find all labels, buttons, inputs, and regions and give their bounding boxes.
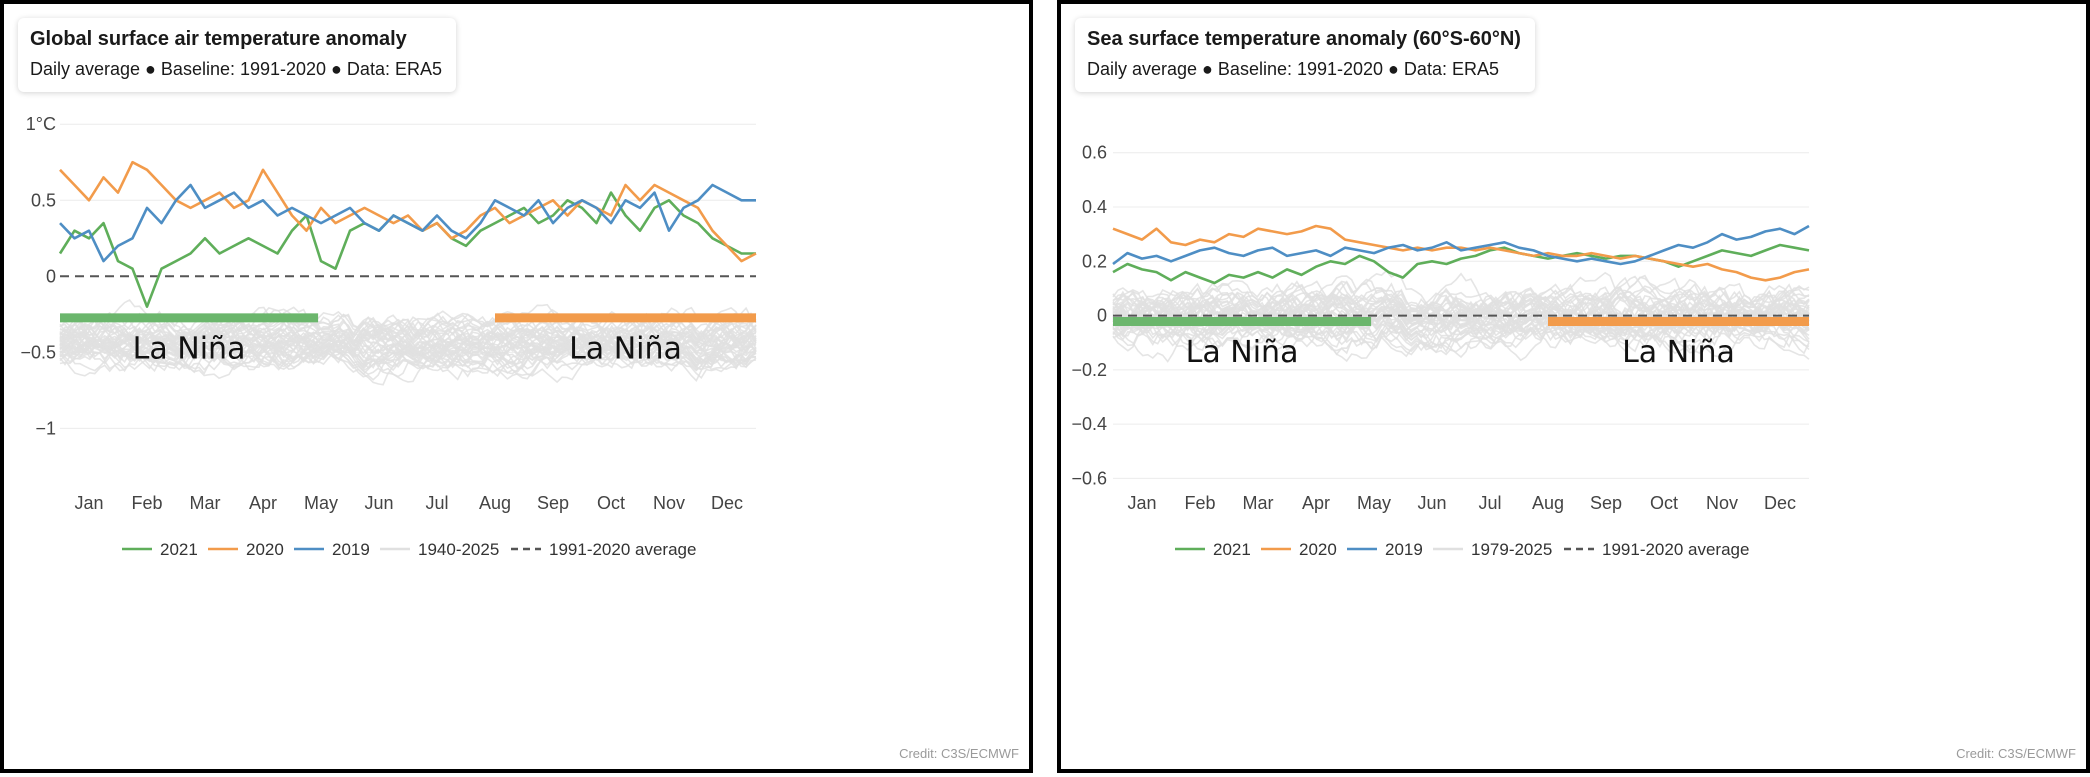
y-tick-label: 0 [1097, 306, 1107, 326]
x-tick-label: Aug [479, 493, 511, 513]
la-nina-label: La Niña [569, 331, 682, 366]
series-line-2021 [58, 191, 756, 309]
x-tick-label: Sep [1590, 493, 1622, 513]
background-year-line [1112, 279, 1810, 321]
x-tick-label: Apr [1302, 493, 1330, 513]
x-tick-label: Dec [1764, 493, 1796, 513]
x-tick-label: Jun [364, 493, 393, 513]
x-tick-label: May [1357, 493, 1391, 513]
la-nina-label: La Niña [1186, 335, 1299, 370]
x-tick-label: Nov [653, 493, 685, 513]
y-tick-label: −0.4 [1071, 414, 1107, 434]
y-tick-label: 0.2 [1082, 251, 1107, 271]
credit-text[interactable]: Credit: C3S/ECMWF [1956, 746, 2076, 761]
la-nina-bar [60, 313, 319, 323]
sea-surface-panel: −0.6 −0.4 −0.2 0 0.2 0.4 0.6 La Niña La Niña Jan F… [1057, 0, 2090, 773]
background-year-line [59, 313, 757, 354]
legend-label: 2019 [1385, 540, 1423, 559]
la-nina-bar [1548, 317, 1809, 326]
x-tick-label: Feb [131, 493, 162, 513]
background-year-line [59, 303, 757, 345]
legend-label: 2020 [246, 540, 284, 559]
series-line-2021 [1112, 243, 1810, 285]
x-tick-label: Apr [249, 493, 277, 513]
x-tick-label: Sep [537, 493, 569, 513]
series-line-2020 [1112, 224, 1810, 282]
legend-label: 2021 [1213, 540, 1251, 559]
x-tick-label: Aug [1532, 493, 1564, 513]
credit-text[interactable]: Credit: C3S/ECMWF [899, 746, 1019, 761]
air-temperature-chart: −1 −0.5 0 0.5 1°C La Niña La Niña Jan Feb Mar Apr M… [20, 114, 757, 559]
background-year-line [59, 298, 757, 347]
la-nina-label: La Niña [1622, 335, 1735, 370]
x-tick-label: Nov [1706, 493, 1738, 513]
background-year-line [1112, 285, 1810, 327]
legend-label: 1991-2020 average [1602, 540, 1749, 559]
legend-label: 1940-2025 [418, 540, 499, 559]
x-tick-label: Jan [1127, 493, 1156, 513]
legend-label: 1979-2025 [1471, 540, 1552, 559]
chart-title: Sea surface temperature anomaly (60°S-60… [1087, 28, 1521, 50]
background-year-line [1112, 275, 1810, 322]
x-tick-label: Oct [1650, 493, 1678, 513]
background-years-group [59, 298, 757, 386]
legend-label: 2019 [332, 540, 370, 559]
background-year-line [1112, 293, 1810, 341]
series-line-2019 [59, 183, 756, 263]
air-temperature-panel: −1 −0.5 0 0.5 1°C La Niña La Niña Jan Feb Mar Apr M… [0, 0, 1033, 773]
legend-label: 2021 [160, 540, 198, 559]
chart-title: Global surface air temperature anomaly [30, 28, 407, 50]
la-nina-bar [1113, 317, 1372, 326]
background-year-line [1112, 280, 1810, 326]
x-tick-label: Mar [1243, 493, 1274, 513]
x-tick-label: Jun [1417, 493, 1446, 513]
y-tick-label: −0.5 [20, 342, 56, 362]
y-tick-label: 0.5 [31, 190, 56, 210]
sea-surface-chart: −0.6 −0.4 −0.2 0 0.2 0.4 0.6 La Niña La Niña Jan F… [1071, 143, 1810, 559]
background-year-line [1112, 276, 1810, 332]
legend-label: 2020 [1299, 540, 1337, 559]
background-year-line [59, 306, 757, 356]
y-tick-label: 0.4 [1082, 197, 1107, 217]
legend-label: 1991-2020 average [549, 540, 696, 559]
chart-title-box: Global surface air temperature anomaly D… [18, 18, 456, 92]
la-nina-bar [495, 313, 756, 323]
x-tick-label: Oct [597, 493, 625, 513]
y-tick-label: 0.6 [1082, 143, 1107, 163]
x-tick-label: Jul [1478, 493, 1501, 513]
x-tick-label: Dec [711, 493, 743, 513]
x-tick-label: Jan [74, 493, 103, 513]
chart-subtitle: Daily average ● Baseline: 1991-2020 ● Da… [30, 59, 442, 79]
chart-subtitle: Daily average ● Baseline: 1991-2020 ● Da… [1087, 59, 1499, 79]
y-tick-label: −1 [35, 418, 56, 438]
background-year-line [1112, 286, 1810, 339]
la-nina-label: La Niña [133, 331, 246, 366]
series-line-2019 [1112, 224, 1810, 266]
x-tick-label: Mar [190, 493, 221, 513]
x-tick-label: Feb [1184, 493, 1215, 513]
background-year-line [1112, 280, 1810, 330]
y-tick-label: 0 [46, 266, 56, 286]
chart-title-box: Sea surface temperature anomaly (60°S-60… [1075, 18, 1535, 92]
y-tick-label: −0.2 [1071, 360, 1107, 380]
x-tick-label: May [304, 493, 338, 513]
y-tick-label: −0.6 [1071, 468, 1107, 488]
background-year-line [59, 315, 757, 362]
y-tick-label: 1°C [26, 114, 56, 134]
x-tick-label: Jul [425, 493, 448, 513]
